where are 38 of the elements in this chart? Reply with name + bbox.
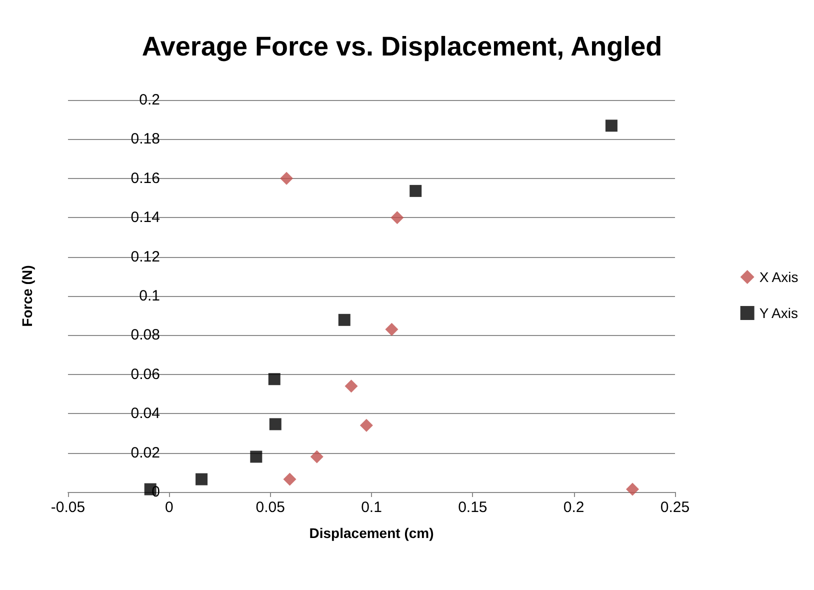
x-tick-label: 0.1 [361,499,382,516]
y-tick-label: 0.16 [130,170,160,187]
point [269,418,282,430]
y-tick-label: 0.06 [130,366,160,383]
legend-label: X Axis [759,269,798,285]
x-tick-label: 0.15 [458,499,488,516]
y-tick-label: 0.18 [130,130,160,148]
point [310,450,324,464]
point [385,322,398,336]
point [344,380,358,393]
x-tick-label: 0.25 [660,499,690,516]
x-tick-label: 0 [164,499,174,516]
y-tick-label: 0.1 [139,288,160,304]
point [605,120,618,132]
point [268,373,280,386]
y-tick-label: 0.02 [130,444,160,462]
point [338,314,350,326]
point [196,473,208,486]
point [410,184,422,197]
y-tick-label: 0.12 [130,248,160,266]
x-axis-title: Displacement (cm) [309,525,434,541]
x-tick-label: 0.2 [563,499,584,516]
y-tick-label: 0 [152,484,160,500]
point [360,418,373,432]
point [250,450,262,463]
y-axis-title: Force (N) [19,265,35,327]
point [390,211,404,224]
y-tick-label: 0.14 [130,209,160,226]
y-tick-label: 0.2 [139,92,160,108]
x-tick-label: -0.05 [50,499,86,516]
point [280,172,294,185]
y-tick-label: 0.04 [130,405,160,422]
point [283,472,296,486]
y-tick-label: 0.08 [130,326,160,344]
chart-title: Average Force vs. Displacement, Angled [142,32,662,62]
legend-label: Y Axis [759,305,798,321]
point [626,482,640,496]
x-tick-label: 0.05 [256,499,285,516]
